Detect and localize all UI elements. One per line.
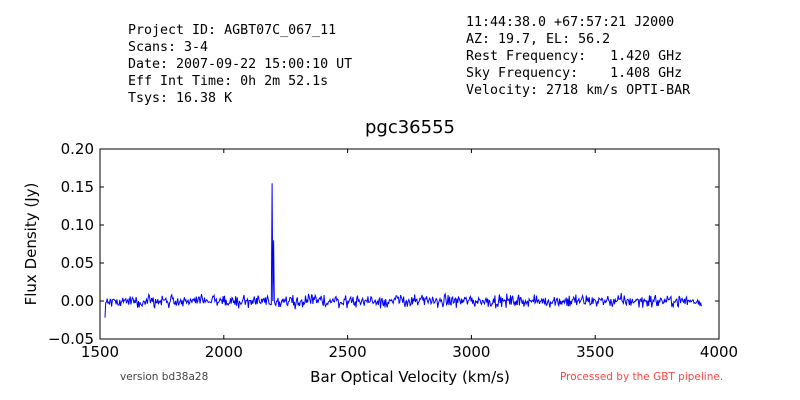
y-tick-label: 0.15 — [61, 178, 94, 196]
scans-text: Scans: 3-4 — [128, 40, 209, 55]
spectrum-series-line — [104, 183, 702, 318]
x-tick-label: 3000 — [452, 343, 490, 361]
sky-frequency-text: Sky Frequency: 1.408 GHz — [466, 66, 683, 81]
pipeline-text: Processed by the GBT pipeline. — [560, 371, 723, 383]
project-id-text: Project ID: AGBT07C_067_11 — [128, 23, 337, 38]
x-tick-label: 1500 — [81, 343, 119, 361]
y-tick-label: 0.00 — [61, 292, 94, 310]
chart-title: pgc36555 — [365, 117, 455, 138]
az-el-text: AZ: 19.7, EL: 56.2 — [466, 32, 611, 47]
coords-text: 11:44:38.0 +67:57:21 J2000 — [466, 15, 675, 30]
y-tick-label: 0.05 — [61, 254, 94, 272]
x-tick-label: 2000 — [205, 343, 243, 361]
x-axis-label: Bar Optical Velocity (km/s) — [310, 368, 510, 386]
velocity-text: Velocity: 2718 km/s OPTI-BAR — [466, 83, 691, 98]
header-right-info: 11:44:38.0 +67:57:21 J2000 AZ: 19.7, EL:… — [466, 14, 690, 99]
plot-frame — [99, 148, 720, 340]
y-tick-label: 0.20 — [61, 140, 94, 158]
x-tick-label: 3500 — [576, 343, 614, 361]
y-axis-label: Flux Density (Jy) — [22, 183, 40, 306]
int-time-text: Eff Int Time: 0h 2m 52.1s — [128, 74, 329, 89]
tsys-text: Tsys: 16.38 K — [128, 91, 233, 106]
version-text: version bd38a28 — [120, 371, 208, 383]
axis-ticks: 1500 2000 2500 3000 3500 4000 −0.05 0.00 0.05 0.1… — [48, 140, 738, 361]
y-tick-label: 0.10 — [61, 216, 94, 234]
rest-frequency-text: Rest Frequency: 1.420 GHz — [466, 49, 683, 64]
y-tick-label: −0.05 — [48, 330, 94, 348]
header-left-info: Project ID: AGBT07C_067_11 Scans: 3-4 Da… — [128, 22, 352, 107]
x-tick-label: 4000 — [700, 343, 738, 361]
date-text: Date: 2007-09-22 15:00:10 UT — [128, 57, 353, 72]
x-tick-label: 2500 — [329, 343, 367, 361]
